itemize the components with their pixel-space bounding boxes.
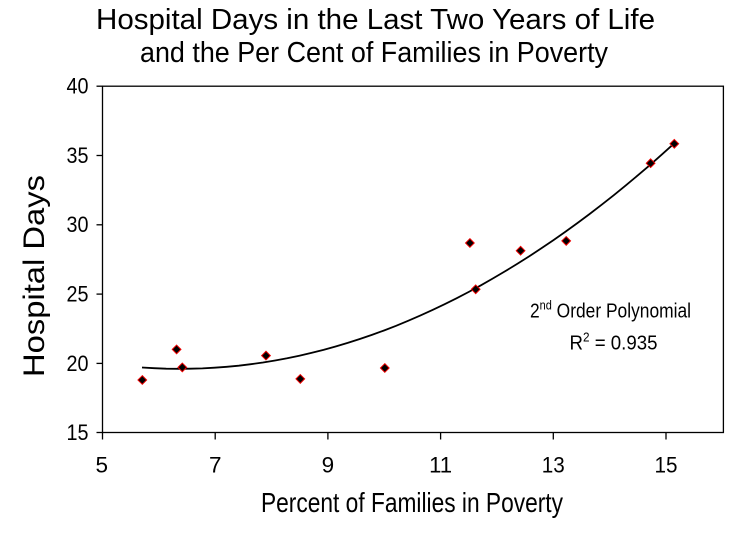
svg-text:20: 20 [67, 351, 89, 376]
svg-text:35: 35 [67, 143, 89, 168]
svg-text:13: 13 [542, 452, 565, 477]
svg-text:15: 15 [655, 452, 678, 477]
svg-text:15: 15 [67, 420, 89, 445]
svg-text:and the Per Cent of Families i: and the Per Cent of Families in Poverty [140, 37, 608, 69]
svg-text:5: 5 [95, 452, 108, 477]
svg-text:2nd Order Polynomial: 2nd Order Polynomial [530, 299, 691, 323]
svg-text:9: 9 [322, 452, 335, 477]
svg-text:Hospital Days: Hospital Days [18, 175, 51, 377]
svg-text:R2 = 0.935: R2 = 0.935 [570, 331, 658, 355]
svg-text:40: 40 [67, 74, 89, 99]
svg-text:30: 30 [67, 212, 89, 237]
svg-text:11: 11 [429, 452, 452, 477]
svg-text:Percent of Families in Poverty: Percent of Families in Poverty [261, 487, 563, 518]
svg-text:Hospital Days in the Last Two: Hospital Days in the Last Two Years of L… [96, 4, 655, 36]
svg-text:7: 7 [209, 452, 222, 477]
svg-text:25: 25 [67, 282, 89, 307]
